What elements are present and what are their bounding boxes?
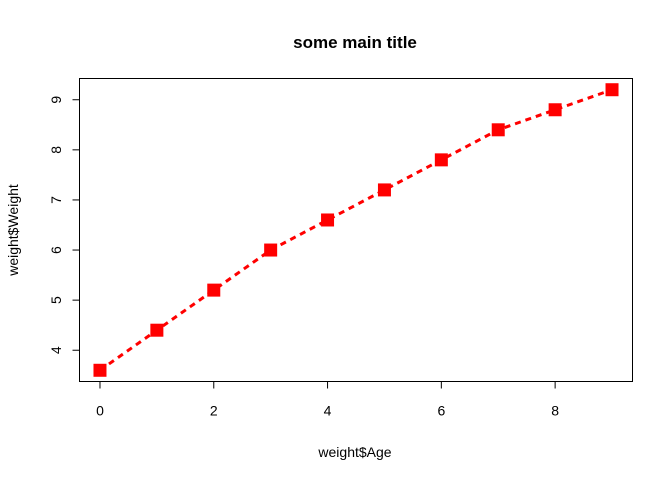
data-point-8 bbox=[548, 103, 562, 117]
x-axis-label: weight$Age bbox=[317, 444, 391, 460]
y-tick-label-1: 5 bbox=[48, 296, 64, 304]
y-tick-label-4: 8 bbox=[48, 146, 64, 154]
x-tick-label-2: 4 bbox=[324, 403, 332, 419]
x-tick-label-0: 0 bbox=[96, 403, 104, 419]
y-axis-label: weight$Weight bbox=[5, 184, 21, 277]
data-point-5 bbox=[377, 183, 391, 197]
y-tick-label-5: 9 bbox=[48, 96, 64, 104]
x-tick-label-3: 6 bbox=[437, 403, 445, 419]
data-point-3 bbox=[264, 243, 278, 257]
chart-title: some main title bbox=[293, 33, 417, 52]
data-point-1 bbox=[150, 323, 164, 337]
series-line bbox=[99, 88, 613, 372]
y-tick-label-0: 4 bbox=[48, 346, 64, 354]
y-axis: 4 5 6 7 8 9 bbox=[48, 96, 80, 354]
x-tick-label-4: 8 bbox=[551, 403, 559, 419]
y-tick-label-2: 6 bbox=[48, 246, 64, 254]
y-tick-label-3: 7 bbox=[48, 196, 64, 204]
data-point-9 bbox=[605, 83, 619, 97]
data-point-0 bbox=[93, 363, 107, 377]
series-layer bbox=[93, 83, 619, 377]
data-point-4 bbox=[321, 213, 335, 227]
x-tick-label-1: 2 bbox=[210, 403, 218, 419]
data-point-6 bbox=[434, 153, 448, 167]
data-point-2 bbox=[207, 283, 221, 297]
x-axis: 0 2 4 6 8 bbox=[96, 381, 559, 419]
data-point-7 bbox=[491, 123, 505, 137]
